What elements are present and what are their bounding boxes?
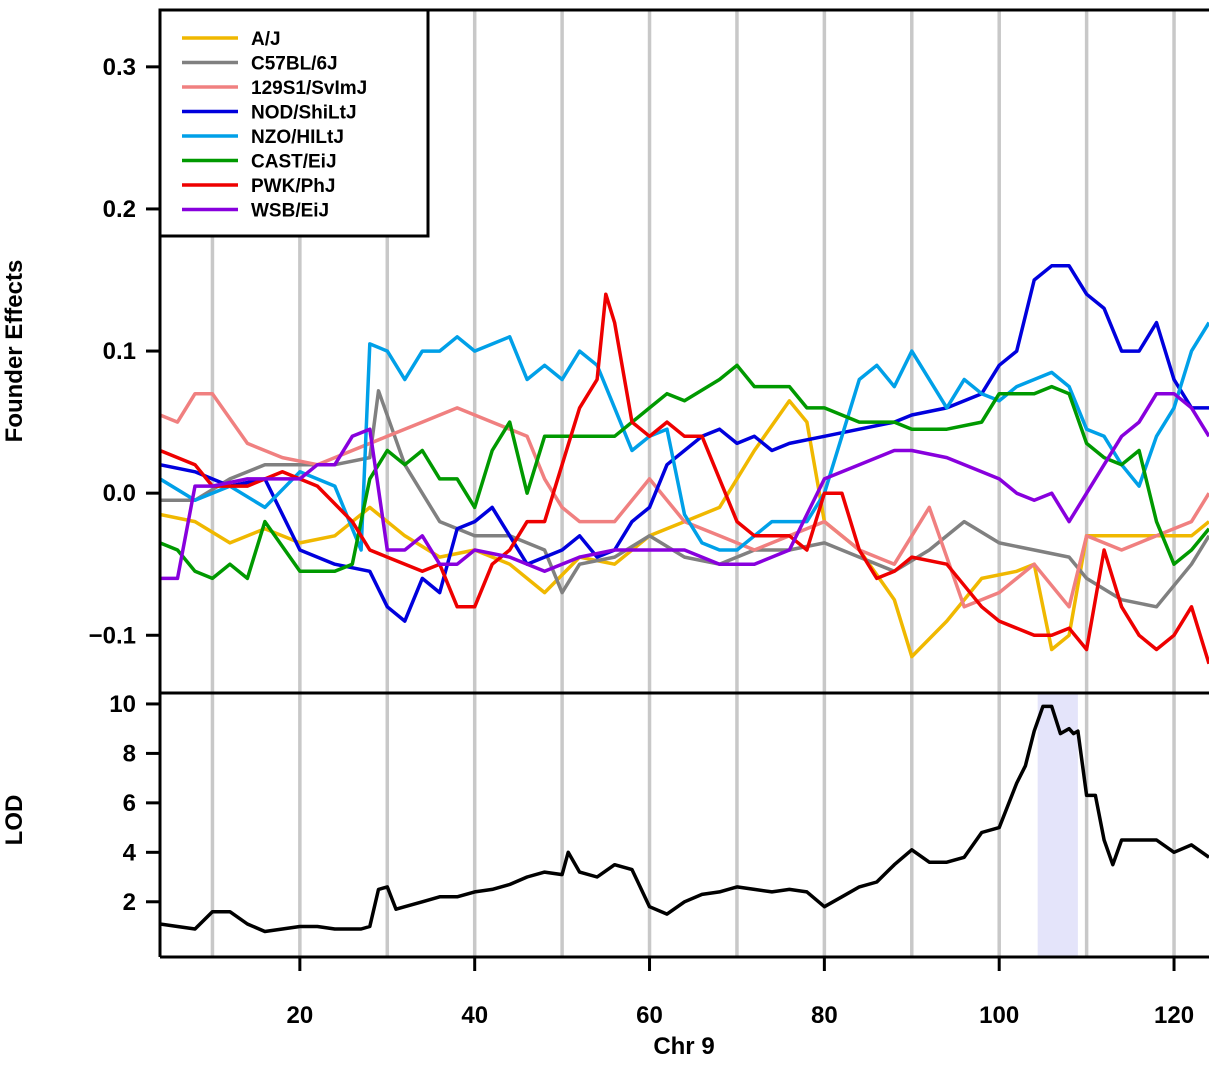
legend-label: NOD/ShiLtJ: [251, 103, 357, 124]
y-tick-label: −0.1: [89, 622, 136, 649]
y-tick-label: 10: [109, 691, 136, 718]
series-line-129s1-svimj: [160, 391, 1209, 609]
legend-box: [158, 8, 430, 238]
x-tick-label: 60: [636, 1002, 663, 1029]
y-tick-label: 0.1: [103, 338, 136, 365]
legend-label: C57BL/6J: [251, 54, 338, 75]
y-tick-label: 8: [123, 740, 136, 767]
x-axis: 20 40 60 80 100 120: [287, 957, 1194, 1029]
legend-label: NZO/HILtJ: [251, 127, 344, 148]
legend-label: WSB/EiJ: [251, 201, 329, 222]
y-tick-label: 2: [123, 889, 136, 916]
y-tick-label: 6: [123, 790, 136, 817]
founder-effects-panel: −0.1 0.0 0.1 0.2 0.3 Founder Effects: [1, 10, 1209, 693]
lod-y-axis-title: LOD: [1, 795, 28, 846]
legend-label: A/J: [251, 29, 281, 50]
series-line-a-j: [160, 399, 1209, 659]
lod-line: [160, 704, 1209, 934]
x-tick-label: 20: [287, 1002, 314, 1029]
y-tick-label: 4: [123, 839, 137, 866]
founder-effects-series: [160, 264, 1209, 665]
lod-series: [160, 704, 1209, 934]
legend: A/J C57BL/6J 129S1/SvImJ NOD/ShiLtJ NZO/HILt…: [158, 8, 430, 238]
x-tick-label: 80: [811, 1002, 838, 1029]
x-tick-label: 40: [461, 1002, 488, 1029]
founder-effects-y-axis: −0.1 0.0 0.1 0.2 0.3: [89, 54, 160, 649]
x-axis-title: Chr 9: [653, 1033, 714, 1060]
lod-interval-highlight: [1037, 694, 1078, 956]
y-tick-label: 0.2: [103, 196, 136, 223]
x-tick-label: 100: [979, 1002, 1019, 1029]
lod-support-interval: [1037, 694, 1078, 956]
founder-effects-y-axis-title: Founder Effects: [1, 260, 28, 443]
legend-label: 129S1/SvImJ: [251, 78, 367, 99]
lod-panel: 2 4 6 8 10 20 40 60 80 100 120 LOD Chr 9: [1, 691, 1209, 1060]
y-tick-label: 0.0: [103, 480, 136, 507]
lod-y-axis: 2 4 6 8 10: [109, 691, 160, 916]
series-line-wsb-eij: [160, 391, 1209, 581]
series-line-pwk-phj: [160, 292, 1209, 665]
x-tick-label: 120: [1154, 1002, 1194, 1029]
y-tick-label: 0.3: [103, 54, 136, 81]
lod-panel-grid: [210, 693, 1176, 957]
series-line-nod-shiltj: [160, 264, 1209, 623]
legend-label: PWK/PhJ: [251, 176, 335, 197]
legend-items: A/J C57BL/6J 129S1/SvImJ NOD/ShiLtJ NZO/HILt…: [182, 29, 367, 222]
series-line-cast-eij: [160, 363, 1209, 581]
series-line-nzo-hiltj: [160, 321, 1209, 552]
series-line-c57bl-6j: [160, 389, 1209, 609]
legend-label: CAST/EiJ: [251, 152, 337, 173]
